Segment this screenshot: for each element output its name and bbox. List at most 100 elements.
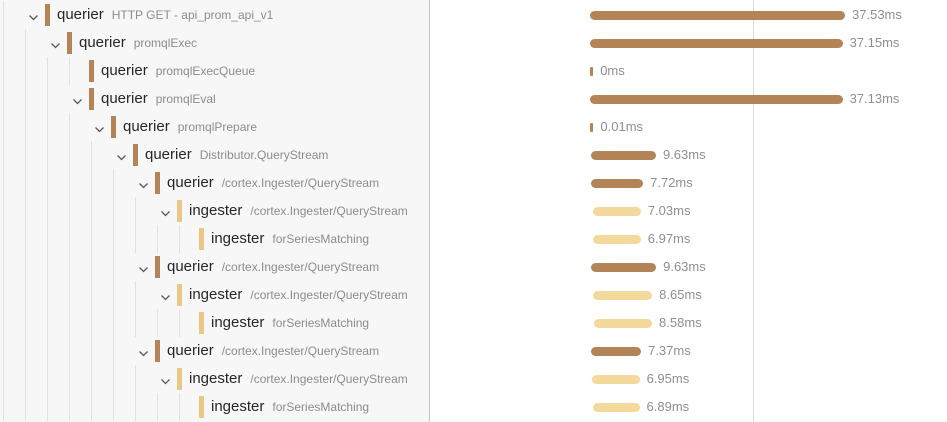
span-name[interactable]: querier promqlExec: [79, 29, 197, 57]
span-name[interactable]: querier Distributor.QueryStream: [145, 141, 328, 169]
service-name-label: querier: [167, 342, 214, 359]
span-row[interactable]: querier promqlExecQueue 0ms: [0, 57, 947, 85]
span-row[interactable]: ingester/cortex.Ingester/QueryStream 7.03…: [0, 197, 947, 225]
span-name[interactable]: querier promqlPrepare: [123, 113, 257, 141]
span-row[interactable]: querier/cortex.Ingester/QueryStream 7.37m…: [0, 337, 947, 365]
span-name[interactable]: ingester/cortex.Ingester/QueryStream: [189, 197, 408, 225]
service-name-label: querier: [167, 174, 214, 191]
span-row[interactable]: ingester forSeriesMatching 8.58ms: [0, 309, 947, 337]
span-row[interactable]: querier/cortex.Ingester/QueryStream 7.72m…: [0, 169, 947, 197]
span-duration-bar[interactable]: [590, 179, 644, 188]
span-duration-bar[interactable]: [590, 263, 657, 272]
chevron-down-icon[interactable]: [138, 178, 149, 196]
span-duration-bar[interactable]: [593, 235, 641, 244]
indent-guide: [25, 365, 26, 393]
operation-name-label: promqlEval: [155, 92, 216, 106]
chevron-down-icon[interactable]: [72, 94, 83, 112]
span-row[interactable]: querier/cortex.Ingester/QueryStream 9.63m…: [0, 253, 947, 281]
indent-guide: [25, 113, 26, 141]
service-name-label: querier: [123, 118, 170, 135]
span-row[interactable]: querier promqlExec 37.15ms: [0, 29, 947, 57]
span-row[interactable]: ingester forSeriesMatching 6.97ms: [0, 225, 947, 253]
indent-guide: [3, 141, 4, 169]
span-duration-bar[interactable]: [590, 123, 594, 132]
span-row[interactable]: querier HTTP GET - api_prom_api_v1 37.53ms: [0, 1, 947, 29]
span-duration-label: 7.72ms: [650, 175, 693, 190]
span-name[interactable]: querier HTTP GET - api_prom_api_v1: [57, 1, 273, 29]
span-row[interactable]: ingester forSeriesMatching 6.89ms: [0, 393, 947, 421]
span-duration-bar[interactable]: [593, 207, 641, 216]
span-duration-bar[interactable]: [591, 347, 642, 356]
span-duration-bar[interactable]: [590, 67, 594, 76]
chevron-down-icon[interactable]: [160, 206, 171, 224]
indent-guide: [91, 365, 92, 393]
indent-guide: [47, 337, 48, 365]
span-duration-bar[interactable]: [590, 151, 656, 160]
span-row[interactable]: querier promqlPrepare 0.01ms: [0, 113, 947, 141]
span-duration-bar[interactable]: [590, 11, 846, 20]
span-name[interactable]: ingester forSeriesMatching: [211, 225, 369, 253]
indent-guide: [157, 225, 158, 253]
operation-name-label: /cortex.Ingester/QueryStream: [221, 176, 380, 190]
indent-guide: [3, 337, 4, 365]
span-name[interactable]: ingester forSeriesMatching: [211, 309, 369, 337]
span-duration-label: 9.63ms: [662, 147, 706, 162]
span-name[interactable]: ingester/cortex.Ingester/QueryStream: [189, 281, 408, 309]
service-name-label: ingester: [189, 370, 243, 387]
operation-name-label: promqlExecQueue: [155, 64, 256, 78]
chevron-down-icon[interactable]: [28, 10, 39, 28]
chevron-down-icon[interactable]: [138, 346, 149, 364]
span-name[interactable]: ingester forSeriesMatching: [211, 393, 369, 421]
indent-guide: [91, 309, 92, 337]
chevron-down-icon[interactable]: [138, 262, 149, 280]
indent-guide: [135, 365, 136, 393]
indent-guide: [3, 85, 4, 113]
service-color-marker: [177, 284, 182, 306]
chevron-down-icon[interactable]: [50, 38, 61, 56]
indent-guide: [47, 141, 48, 169]
service-name-label: ingester: [211, 314, 265, 331]
indent-guide: [91, 253, 92, 281]
span-duration-bar[interactable]: [590, 39, 843, 48]
chevron-down-icon[interactable]: [160, 290, 171, 308]
span-row[interactable]: querier Distributor.QueryStream 9.63ms: [0, 141, 947, 169]
indent-guide: [113, 337, 114, 365]
span-name[interactable]: querier promqlEval: [101, 85, 216, 113]
indent-guide: [91, 169, 92, 197]
span-duration-bar[interactable]: [592, 403, 640, 412]
indent-guide: [3, 1, 4, 29]
chevron-down-icon[interactable]: [94, 122, 105, 140]
service-color-marker: [67, 32, 72, 54]
span-row[interactable]: ingester/cortex.Ingester/QueryStream 6.95…: [0, 365, 947, 393]
service-color-marker: [155, 340, 160, 362]
indent-guide: [69, 169, 70, 197]
span-duration-label: 37.13ms: [849, 91, 900, 106]
span-row[interactable]: ingester/cortex.Ingester/QueryStream 8.65…: [0, 281, 947, 309]
span-name[interactable]: querier/cortex.Ingester/QueryStream: [167, 337, 379, 365]
indent-guide: [3, 57, 4, 85]
span-duration-bar[interactable]: [590, 95, 843, 104]
span-name[interactable]: ingester/cortex.Ingester/QueryStream: [189, 365, 408, 393]
span-name[interactable]: querier/cortex.Ingester/QueryStream: [167, 253, 379, 281]
service-name-label: querier: [101, 62, 148, 79]
service-color-marker: [155, 172, 160, 194]
indent-guide: [69, 253, 70, 281]
indent-guide: [3, 365, 4, 393]
span-duration-bar[interactable]: [592, 375, 640, 384]
indent-guide: [157, 393, 158, 421]
indent-guide: [113, 281, 114, 309]
span-name[interactable]: querier promqlExecQueue: [101, 57, 255, 85]
chevron-down-icon[interactable]: [116, 150, 127, 168]
operation-name-label: promqlExec: [133, 36, 198, 50]
indent-guide: [47, 309, 48, 337]
service-color-marker: [89, 60, 94, 82]
span-row[interactable]: querier promqlEval 37.13ms: [0, 85, 947, 113]
span-duration-bar[interactable]: [593, 291, 653, 300]
indent-guide: [25, 169, 26, 197]
indent-guide: [3, 197, 4, 225]
chevron-down-icon[interactable]: [160, 374, 171, 392]
span-duration-bar[interactable]: [593, 319, 653, 328]
indent-guide: [25, 225, 26, 253]
span-name[interactable]: querier/cortex.Ingester/QueryStream: [167, 169, 379, 197]
